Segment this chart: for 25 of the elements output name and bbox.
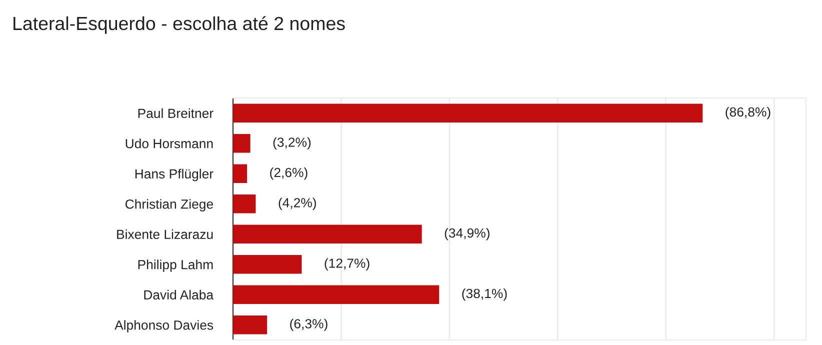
y-tick-label: Paul Breitner	[138, 108, 214, 118]
y-tick-label: Philipp Lahm	[138, 260, 213, 272]
bar	[233, 164, 248, 184]
data-label: (4,2%)	[278, 198, 316, 210]
data-label: (2,6%)	[270, 167, 308, 180]
data-label: (34,9%)	[444, 228, 490, 240]
chart-title: Lateral-Esquerdo - escolha até 2 nomes	[14, 16, 345, 34]
y-tick-label: Udo Horsmann	[126, 138, 213, 148]
bar	[233, 285, 440, 304]
data-label: (6,3%)	[290, 318, 328, 332]
data-label: (3,2%)	[273, 137, 311, 150]
data-label: (12,7%)	[324, 258, 370, 271]
data-label: (38,1%)	[462, 288, 507, 301]
bar	[233, 315, 268, 334]
bar	[233, 194, 256, 214]
bar	[233, 255, 302, 274]
bar	[233, 134, 250, 153]
y-tick-label: David Alaba	[144, 290, 214, 300]
bar	[233, 224, 422, 244]
y-tick-label: Bixente Lizarazu	[117, 229, 213, 240]
y-tick-label: Christian Ziege	[125, 199, 213, 212]
data-label: (86,8%)	[726, 106, 770, 120]
y-tick-label: Alphonso Davies	[114, 320, 214, 332]
bar	[233, 104, 703, 123]
y-tick-label: Hans Pflügler	[135, 168, 214, 182]
